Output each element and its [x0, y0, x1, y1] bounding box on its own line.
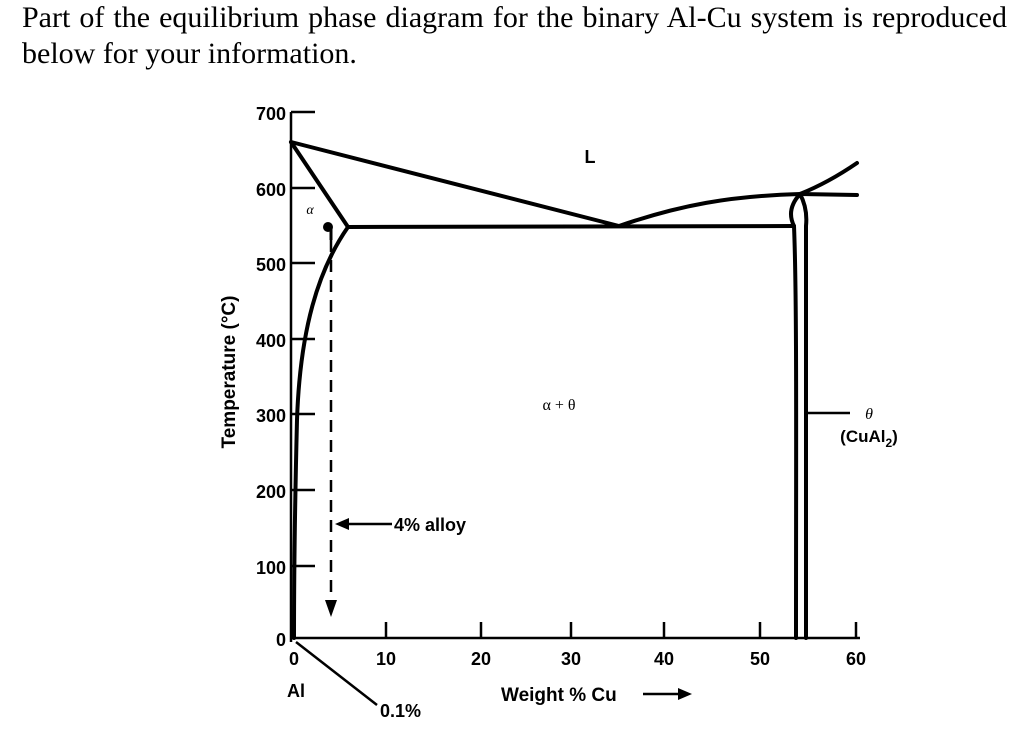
alpha-region-label: α: [306, 203, 314, 218]
y-tick-label-300: 300: [256, 406, 286, 426]
solidus-alpha-line: [289, 140, 350, 229]
liquidus-alpha-line: [289, 140, 621, 228]
alloy-label: 4% alloy: [394, 515, 466, 535]
theta-label: θ: [865, 406, 873, 423]
composition-label: 0.1%: [380, 701, 421, 721]
theta-right-boundary: [798, 192, 809, 640]
upper-liquidus-extension: [798, 161, 859, 196]
y-tick-label-400: 400: [256, 331, 286, 351]
cooling-arrow-head: [325, 600, 337, 617]
liquid-region-label: L: [585, 147, 596, 167]
x-tick-label-30: 30: [561, 649, 581, 669]
two-phase-region-label: α + θ: [542, 397, 575, 414]
x-tick-label-10: 10: [376, 649, 396, 669]
alloy-pointer: [335, 518, 392, 530]
x-tick-label-0: 0: [289, 649, 299, 669]
x-tick-label-20: 20: [471, 649, 491, 669]
eutectic-isotherm: [346, 224, 796, 229]
y-tick-label-100: 100: [256, 558, 286, 578]
x-tick-labels: 0 10 20 30 40 50 60: [289, 649, 866, 669]
x-axis-ticks: [384, 622, 858, 638]
alpha-solvus-curve: [292, 225, 350, 640]
upper-horizontal-boundary: [798, 192, 859, 197]
y-tick-label-0: 0: [276, 630, 286, 650]
composition-pointer-line: [295, 641, 378, 706]
y-tick-label-200: 200: [256, 482, 286, 502]
x-tick-label-60: 60: [846, 649, 866, 669]
x-axis-arrow: [643, 688, 692, 700]
x-tick-label-50: 50: [750, 649, 770, 669]
liquidus-theta-line: [617, 192, 802, 228]
theta-left-boundary: [789, 192, 802, 640]
x-tick-label-40: 40: [654, 649, 674, 669]
y-tick-label-700: 700: [256, 104, 286, 124]
y-axis-label: Temperature (°C): [219, 296, 240, 449]
y-tick-label-600: 600: [256, 180, 286, 200]
y-tick-labels: 700 600 500 400 300 200 100 0: [256, 104, 286, 650]
x-axis-label: Weight % Cu: [501, 685, 617, 706]
alloy-start-marker: [323, 222, 333, 232]
y-tick-label-500: 500: [256, 255, 286, 275]
al-label: Al: [287, 681, 305, 701]
theta-formula: (CuAl2): [840, 427, 898, 450]
intro-paragraph: Part of the equilibrium phase diagram fo…: [22, 1, 1007, 70]
